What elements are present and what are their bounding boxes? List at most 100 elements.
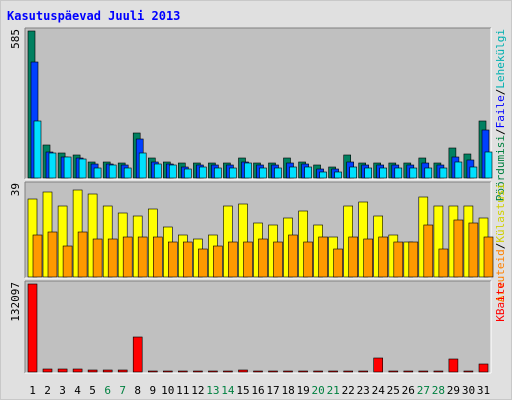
x-tick-label-day-19: 19 <box>296 384 309 397</box>
bar-lehekülgi-day-9 <box>154 163 162 179</box>
bar-kbaite-day-9 <box>148 370 158 373</box>
bar-lehekülgi-day-18 <box>289 166 297 179</box>
bar-lehekülgi-day-8 <box>138 152 147 179</box>
bar-arvuteid-day-21 <box>333 248 343 278</box>
x-tick-label-day-17: 17 <box>266 384 279 397</box>
bar-arvuteid-day-15 <box>243 241 253 278</box>
bar-arvuteid-day-17 <box>273 241 283 278</box>
x-tick-label-day-26: 26 <box>402 384 415 397</box>
bar-kbaite-day-20 <box>313 370 323 373</box>
bar-kbaite-day-2 <box>42 368 53 373</box>
bar-arvuteid-day-26 <box>408 241 419 278</box>
bar-kbaite-day-29 <box>448 358 459 373</box>
x-tick-label-day-13: 13 <box>206 384 219 397</box>
bar-lehekülgi-day-11 <box>184 168 192 179</box>
x-tick-label-day-31: 31 <box>477 384 490 397</box>
x-tick-label-day-28: 28 <box>432 384 445 397</box>
bar-kbaite-day-8 <box>132 336 143 373</box>
x-tick-label-day-16: 16 <box>251 384 264 397</box>
bar-kbaite-day-18 <box>283 370 293 373</box>
bar-arvuteid-day-18 <box>288 234 298 278</box>
y-max-label: 585 <box>9 29 22 49</box>
bar-arvuteid-day-20 <box>318 236 328 278</box>
chart-title: Kasutuspäevad Juuli 2013 <box>7 9 181 23</box>
bar-arvuteid-day-28 <box>438 248 449 278</box>
bar-arvuteid-day-16 <box>258 238 268 278</box>
bar-kbaite-day-23 <box>358 370 369 373</box>
legend-item: Lehekülgi <box>494 29 507 89</box>
bar-arvuteid-day-7 <box>122 236 133 278</box>
x-tick-label-day-18: 18 <box>281 384 294 397</box>
bar-kbaite-day-21 <box>328 370 338 373</box>
bar-külastusi-day-3 <box>57 205 68 278</box>
bar-lehekülgi-day-6 <box>108 164 117 179</box>
bar-arvuteid-day-1 <box>32 234 43 278</box>
bar-kbaite-day-22 <box>343 370 354 373</box>
bar-kbaite-day-31 <box>478 363 489 373</box>
legend-item: Arvuteid <box>494 249 507 302</box>
bar-arvuteid-day-30 <box>468 222 479 278</box>
bar-lehekülgi-day-25 <box>394 167 403 179</box>
bar-lehekülgi-day-2 <box>48 152 57 179</box>
y-max-label: 39 <box>9 183 22 196</box>
bar-arvuteid-day-10 <box>168 241 178 278</box>
bar-arvuteid-day-27 <box>423 224 434 278</box>
bar-arvuteid-day-31 <box>483 236 494 278</box>
y-max-label: 132097 <box>9 282 22 322</box>
bar-lehekülgi-day-13 <box>214 167 222 179</box>
x-tick-label-day-22: 22 <box>342 384 355 397</box>
bar-lehekülgi-day-30 <box>469 166 478 179</box>
panel-1: 585 Pöördumisi/Faile/Lehekülgi <box>9 27 507 201</box>
bar-arvuteid-day-14 <box>228 241 238 278</box>
x-tick-label-day-21: 21 <box>327 384 340 397</box>
bar-lehekülgi-day-19 <box>304 166 312 179</box>
bar-lehekülgi-day-3 <box>63 156 72 179</box>
bar-lehekülgi-day-21 <box>334 171 342 179</box>
bar-arvuteid-day-3 <box>62 245 73 278</box>
series-legend: Pöördumisi/Faile/Lehekülgi <box>494 29 507 201</box>
x-tick-label-day-20: 20 <box>311 384 324 397</box>
bar-lehekülgi-day-10 <box>169 164 177 179</box>
bar-kbaite-day-4 <box>72 368 83 373</box>
bar-kbaite-day-13 <box>208 370 218 373</box>
bar-kbaite-day-27 <box>418 370 429 373</box>
x-tick-label-day-30: 30 <box>462 384 475 397</box>
bar-lehekülgi-day-12 <box>199 166 207 179</box>
x-tick-label-day-24: 24 <box>372 384 386 397</box>
x-tick-label-day-11: 11 <box>176 384 189 397</box>
bar-arvuteid-day-12 <box>198 248 208 278</box>
x-tick-label-day-5: 5 <box>89 384 96 397</box>
x-tick-label-day-23: 23 <box>357 384 370 397</box>
x-tick-label-day-8: 8 <box>134 384 141 397</box>
bar-külastusi-day-5 <box>87 193 98 278</box>
x-tick-label-day-10: 10 <box>161 384 174 397</box>
plot-background <box>25 28 491 179</box>
x-tick-label-day-29: 29 <box>447 384 460 397</box>
bar-kbaite-day-25 <box>388 370 399 373</box>
bar-arvuteid-day-19 <box>303 241 313 278</box>
legend-item: Külastusi <box>494 183 507 243</box>
bar-kbaite-day-26 <box>403 370 414 373</box>
plot-background <box>25 281 491 373</box>
series-legend: KBaite <box>494 282 507 322</box>
bar-arvuteid-day-4 <box>77 231 88 278</box>
bar-kbaite-day-14 <box>223 370 233 373</box>
legend-item: Faile <box>494 95 507 128</box>
bar-arvuteid-day-23 <box>363 238 374 278</box>
x-tick-label-day-25: 25 <box>387 384 400 397</box>
bar-lehekülgi-day-5 <box>93 167 102 179</box>
bar-lehekülgi-day-14 <box>229 167 237 179</box>
bar-kbaite-day-12 <box>193 370 203 373</box>
bar-lehekülgi-day-17 <box>274 167 282 179</box>
bar-arvuteid-day-29 <box>453 219 464 278</box>
bar-arvuteid-day-2 <box>47 231 58 278</box>
bar-kbaite-day-11 <box>178 370 188 373</box>
legend-item: Pöördumisi <box>494 135 507 201</box>
x-tick-label-day-6: 6 <box>104 384 111 397</box>
bar-kbaite-day-15 <box>238 369 248 373</box>
series-legend: Arvuteid/Külastusi <box>494 183 507 302</box>
panel-3: 132097 KBaite <box>9 280 507 374</box>
bar-lehekülgi-day-23 <box>364 167 373 179</box>
bar-lehekülgi-day-7 <box>123 167 132 179</box>
